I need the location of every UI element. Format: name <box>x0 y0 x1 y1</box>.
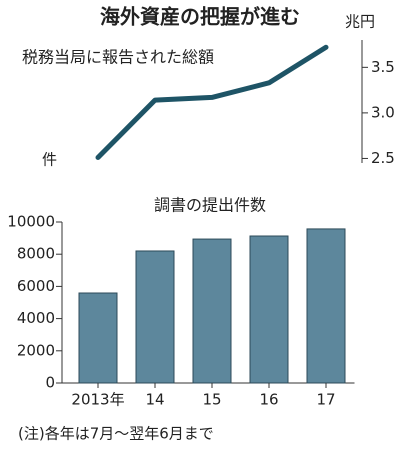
line-unit: 兆円 <box>345 13 375 31</box>
x-tick-label: 17 <box>316 391 335 409</box>
bar <box>135 250 175 384</box>
y-tick-label: 4000 <box>17 309 55 327</box>
bar <box>192 238 232 384</box>
y2-tick-label: 3.5 <box>371 58 395 76</box>
x-tick-label: 16 <box>259 391 278 409</box>
note: (注)各年は7月～翌年6月まで <box>18 425 214 443</box>
chart-title: 海外資産の把握が進む <box>100 5 300 29</box>
bar <box>306 228 346 384</box>
x-tick-label: 2013年 <box>71 391 124 409</box>
x-tick-label: 14 <box>145 391 164 409</box>
y-tick-label: 6000 <box>17 277 55 295</box>
line <box>95 44 329 161</box>
y-tick-label: 0 <box>45 374 55 392</box>
bar-subtitle: 調書の提出件数 <box>154 196 266 215</box>
x-tick-label: 15 <box>202 391 221 409</box>
y-tick-label: 10000 <box>7 213 55 231</box>
y-tick-label: 2000 <box>17 341 55 359</box>
line-subtitle: 税務当局に報告された総額 <box>22 48 214 67</box>
y2-tick-label: 2.5 <box>371 149 395 167</box>
bar <box>249 235 289 384</box>
bar <box>78 292 118 384</box>
bar-unit: 件 <box>42 151 57 169</box>
y2-tick-label: 3.0 <box>371 103 395 121</box>
y-tick-label: 8000 <box>17 245 55 263</box>
